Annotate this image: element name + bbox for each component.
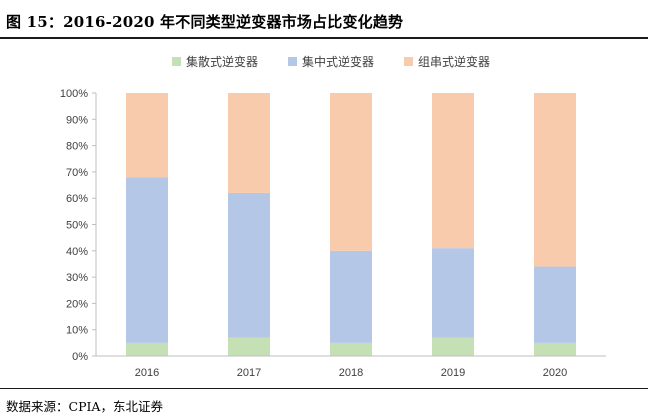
- chart-legend: 集散式逆变器 集中式逆变器 组串式逆变器: [172, 54, 490, 69]
- bar-segment: [330, 342, 372, 356]
- bar-segment: [126, 93, 168, 178]
- bar-segment: [534, 93, 576, 267]
- y-tick-label: 50%: [66, 220, 88, 232]
- y-tick-label: 90%: [66, 114, 88, 126]
- bar-segment: [432, 93, 474, 249]
- x-axis: 2016 2017 2018 2019 2020: [96, 355, 606, 379]
- x-tick-label: 2018: [339, 367, 363, 379]
- y-axis: 0% 10% 20% 30% 40% 50% 60% 70% 80% 90% 100%: [60, 88, 97, 363]
- bar-segment: [228, 93, 270, 193]
- legend-label: 集散式逆变器: [186, 54, 258, 69]
- x-tick-label: 2019: [441, 367, 465, 379]
- source-divider: [0, 388, 648, 389]
- bars-group: [126, 93, 576, 356]
- y-tick-label: 30%: [66, 272, 88, 284]
- y-tick-label: 40%: [66, 246, 88, 258]
- bar-segment: [432, 248, 474, 338]
- source-note: 数据来源：CPIA，东北证券: [6, 399, 163, 414]
- bar-segment: [330, 93, 372, 251]
- bar-segment: [534, 266, 576, 343]
- legend-swatch: [288, 57, 297, 66]
- title-divider: [0, 37, 648, 39]
- legend-swatch: [172, 57, 181, 66]
- bar-segment: [228, 337, 270, 356]
- y-tick-label: 0%: [72, 351, 88, 363]
- legend-label: 集中式逆变器: [302, 54, 374, 69]
- legend-swatch: [404, 57, 413, 66]
- y-tick-label: 10%: [66, 325, 88, 337]
- x-tick-label: 2017: [237, 367, 261, 379]
- bar-segment: [126, 342, 168, 356]
- y-tick-label: 20%: [66, 298, 88, 310]
- y-tick-label: 100%: [60, 88, 88, 100]
- bar-segment: [534, 342, 576, 356]
- bar-segment: [228, 192, 270, 338]
- legend-label: 组串式逆变器: [418, 54, 490, 69]
- bar-segment: [126, 177, 168, 343]
- x-tick-label: 2016: [135, 367, 159, 379]
- bar-segment: [432, 337, 474, 356]
- y-tick-label: 80%: [66, 141, 88, 153]
- bar-segment: [330, 250, 372, 343]
- y-tick-label: 70%: [66, 167, 88, 179]
- y-tick-label: 60%: [66, 193, 88, 205]
- figure-title: 图 15：2016-2020 年不同类型逆变器市场占比变化趋势: [6, 13, 404, 31]
- x-tick-label: 2020: [543, 367, 567, 379]
